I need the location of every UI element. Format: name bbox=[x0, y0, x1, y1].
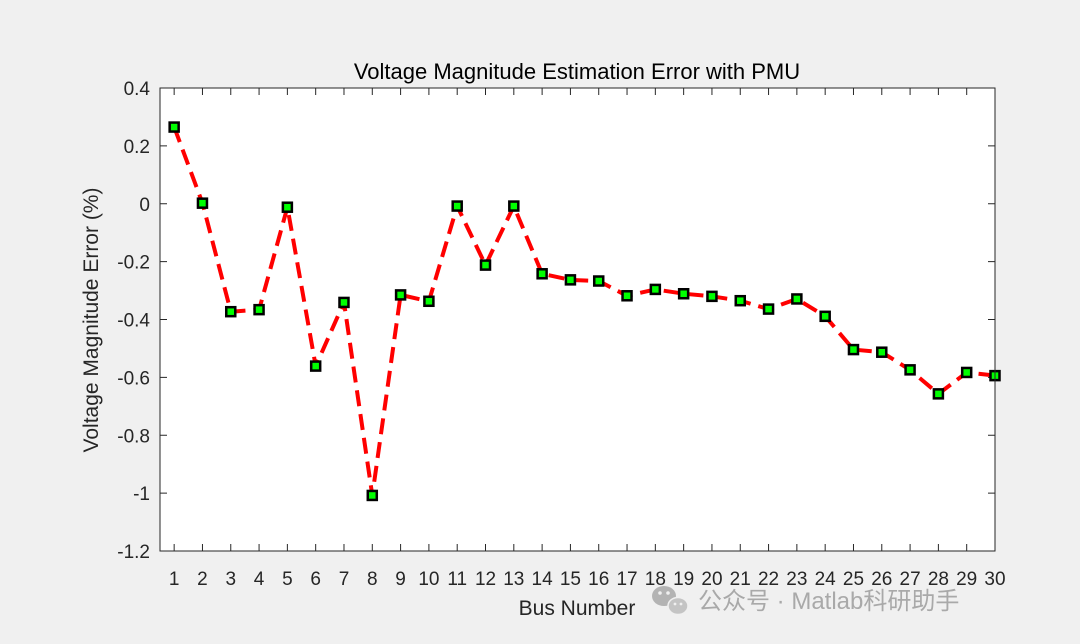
data-point-marker bbox=[309, 360, 322, 372]
x-tick-label: 7 bbox=[339, 569, 350, 590]
data-point-marker bbox=[508, 200, 520, 212]
axes-background bbox=[160, 88, 995, 551]
x-tick-label: 16 bbox=[588, 569, 609, 590]
x-tick-label: 20 bbox=[701, 569, 722, 590]
x-tick-label: 23 bbox=[786, 569, 807, 590]
y-tick-label: -0.8 bbox=[117, 426, 150, 447]
x-tick-label: 25 bbox=[843, 569, 864, 590]
x-tick-label: 5 bbox=[282, 569, 293, 590]
y-tick-label: -1 bbox=[133, 484, 150, 505]
y-axis-label: Voltage Magnitude Error (%) bbox=[80, 188, 103, 453]
data-point-marker bbox=[536, 268, 548, 280]
x-tick-label: 14 bbox=[532, 569, 554, 590]
x-tick-label: 3 bbox=[225, 569, 236, 590]
data-point-marker bbox=[196, 197, 209, 209]
data-point-marker bbox=[621, 290, 633, 302]
x-tick-label: 17 bbox=[616, 569, 637, 590]
markers bbox=[168, 121, 1001, 502]
x-tick-label: 6 bbox=[310, 569, 321, 590]
watermark: 公众号 · Matlab科研助手 bbox=[652, 586, 959, 616]
data-point-marker bbox=[225, 305, 237, 318]
x-tick-label: 8 bbox=[367, 569, 378, 590]
data-point-marker bbox=[819, 310, 831, 323]
data-point-marker bbox=[876, 346, 888, 358]
data-point-marker bbox=[479, 259, 492, 271]
y-tick-label: -0.6 bbox=[117, 368, 150, 389]
x-tick-label: 22 bbox=[758, 569, 779, 590]
x-tick-label: 2 bbox=[197, 569, 208, 590]
x-tick-label: 21 bbox=[730, 569, 751, 590]
data-point-marker bbox=[338, 296, 350, 309]
data-point-marker bbox=[762, 303, 775, 315]
x-tick-label: 9 bbox=[395, 569, 406, 590]
x-tick-label: 4 bbox=[254, 569, 265, 590]
data-point-marker bbox=[394, 289, 407, 301]
data-point-marker bbox=[932, 388, 945, 400]
data-point-marker bbox=[592, 275, 605, 287]
y-tick-label: 0.2 bbox=[124, 137, 150, 158]
axes-box bbox=[159, 87, 996, 552]
y-tick-label: -0.2 bbox=[117, 253, 150, 274]
x-tick-label: 27 bbox=[900, 569, 921, 590]
data-point-marker bbox=[904, 364, 916, 376]
x-tick-label: 1 bbox=[169, 569, 180, 590]
y-tick-label: -0.4 bbox=[117, 311, 150, 332]
x-tick-label: 29 bbox=[956, 569, 977, 590]
x-axis-label: Bus Number bbox=[519, 597, 636, 620]
y-tick-labels: 0.4 0.2 0 -0.2 -0.4 -0.6 -0.8 -1 -1.2 bbox=[117, 79, 150, 563]
data-point-marker bbox=[649, 283, 662, 296]
x-tick-label: 28 bbox=[928, 569, 949, 590]
wechat-icon bbox=[652, 586, 689, 616]
data-point-marker bbox=[564, 274, 577, 286]
data-point-marker bbox=[168, 121, 180, 133]
data-point-marker bbox=[791, 293, 803, 305]
y-tick-label: 0.4 bbox=[124, 79, 151, 100]
x-tick-label: 13 bbox=[503, 569, 524, 590]
data-point-marker bbox=[734, 294, 747, 307]
x-tick-label: 30 bbox=[984, 569, 1005, 590]
x-tick-label: 10 bbox=[418, 569, 439, 590]
chart-title: Voltage Magnitude Estimation Error with … bbox=[354, 59, 800, 84]
data-point-marker bbox=[960, 366, 973, 379]
data-point-marker bbox=[281, 201, 294, 213]
watermark-text: 公众号 · Matlab科研助手 bbox=[698, 588, 959, 615]
x-tick-label: 11 bbox=[447, 569, 467, 590]
data-point-marker bbox=[706, 290, 718, 303]
x-tick-label: 12 bbox=[475, 569, 496, 590]
x-tick-label: 15 bbox=[560, 569, 581, 590]
data-point-marker bbox=[423, 295, 435, 308]
data-point-marker bbox=[253, 303, 265, 316]
data-point-marker bbox=[366, 489, 379, 502]
x-tick-label: 18 bbox=[645, 569, 666, 590]
data-point-marker bbox=[451, 200, 463, 212]
y-tick-label: -1.2 bbox=[117, 542, 150, 563]
x-tick-label: 19 bbox=[673, 569, 694, 590]
data-point-marker bbox=[847, 343, 860, 356]
data-point-marker bbox=[677, 287, 690, 300]
y-tick-label: 0 bbox=[139, 195, 150, 216]
x-tick-label: 26 bbox=[871, 569, 892, 590]
x-tick-label: 24 bbox=[815, 569, 837, 590]
x-tick-labels: 1 2 3 4 5 6 7 8 9 10 11 12 13 14 15 16 17 18 19 20 21 22 23 24 2… bbox=[169, 569, 1006, 590]
